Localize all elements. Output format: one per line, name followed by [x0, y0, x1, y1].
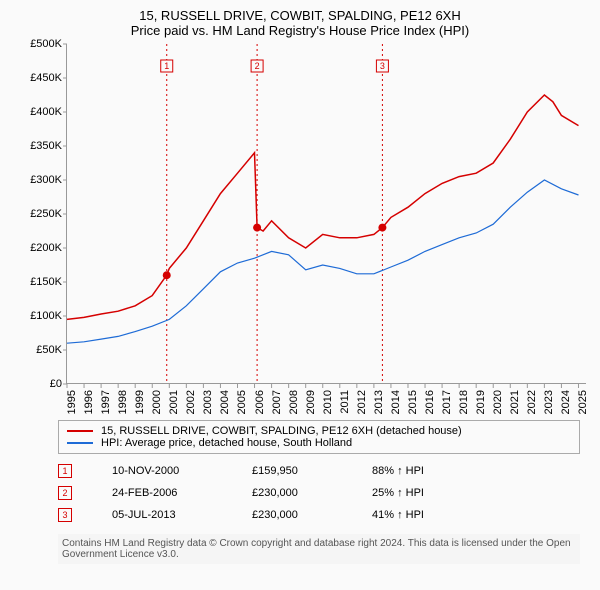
y-tick-label: £350K	[30, 140, 62, 152]
y-tick-label: £400K	[30, 106, 62, 118]
x-tick-label: 2021	[509, 390, 521, 414]
transaction-row: 2 24-FEB-2006 £230,000 25% ↑ HPI	[58, 482, 580, 504]
chart-plot: 1 2 3	[66, 44, 586, 384]
transaction-date: 05-JUL-2013	[112, 509, 212, 521]
x-tick-label: 2014	[390, 390, 402, 414]
transaction-date: 10-NOV-2000	[112, 465, 212, 477]
y-tick-label: £50K	[36, 344, 62, 356]
x-tick-label: 2024	[560, 390, 572, 414]
x-tick-label: 2004	[219, 390, 231, 414]
y-tick-label: £450K	[30, 72, 62, 84]
title-line-2: Price paid vs. HM Land Registry's House …	[10, 23, 590, 38]
transaction-row: 3 05-JUL-2013 £230,000 41% ↑ HPI	[58, 504, 580, 526]
y-tick-label: £500K	[30, 38, 62, 50]
x-tick-label: 2023	[543, 390, 555, 414]
x-tick-label: 2012	[356, 390, 368, 414]
y-tick-label: £0	[50, 378, 62, 390]
x-axis: 1995 1996 1997 1998 1999 2000 2001 2002 2003 2004…	[66, 388, 586, 428]
x-tick-label: 2022	[526, 390, 538, 414]
y-tick-label: £300K	[30, 174, 62, 186]
x-tick-label: 2017	[441, 390, 453, 414]
y-tick-label: £250K	[30, 208, 62, 220]
x-tick-label: 1998	[117, 390, 129, 414]
x-tick-label: 2018	[458, 390, 470, 414]
transaction-id-badge: 3	[58, 508, 72, 522]
footer-licence: Contains HM Land Registry data © Crown c…	[58, 534, 580, 564]
chart-area: £0 £50K £100K £150K £200K £250K £300K £350K £400…	[28, 44, 588, 414]
transaction-table: 1 10-NOV-2000 £159,950 88% ↑ HPI 2 24-FEB-200…	[58, 460, 580, 526]
transaction-id-badge: 1	[58, 464, 72, 478]
x-tick-label: 2015	[407, 390, 419, 414]
transaction-hpi-delta: 41% ↑ HPI	[372, 509, 424, 521]
x-tick-label: 2013	[373, 390, 385, 414]
series-price_paid	[67, 95, 579, 319]
legend-item: HPI: Average price, detached house, Sout…	[67, 437, 571, 449]
transaction-id-badge: 2	[58, 486, 72, 500]
x-tick-label: 2003	[202, 390, 214, 414]
transaction-hpi-delta: 88% ↑ HPI	[372, 465, 424, 477]
x-tick-label: 2011	[339, 390, 351, 414]
title-line-1: 15, RUSSELL DRIVE, COWBIT, SPALDING, PE1…	[10, 8, 590, 23]
transaction-marker-id: 3	[380, 61, 385, 71]
chart-container: 15, RUSSELL DRIVE, COWBIT, SPALDING, PE1…	[0, 0, 600, 590]
transaction-price: £230,000	[252, 487, 332, 499]
x-tick-label: 2007	[271, 390, 283, 414]
x-tick-label: 2001	[168, 390, 180, 414]
x-tick-label: 2010	[322, 390, 334, 414]
transaction-marker-id: 2	[255, 61, 260, 71]
y-tick-label: £150K	[30, 276, 62, 288]
x-tick-label: 1995	[66, 390, 78, 414]
x-tick-label: 2000	[151, 390, 163, 414]
transaction-point	[163, 271, 171, 279]
x-tick-label: 2002	[185, 390, 197, 414]
transaction-date: 24-FEB-2006	[112, 487, 212, 499]
x-tick-label: 2005	[236, 390, 248, 414]
x-tick-label: 2006	[254, 390, 266, 414]
x-tick-label: 1997	[100, 390, 112, 414]
x-tick-label: 2009	[305, 390, 317, 414]
chart-svg: 1 2 3	[67, 44, 587, 384]
transaction-hpi-delta: 25% ↑ HPI	[372, 487, 424, 499]
transaction-price: £230,000	[252, 509, 332, 521]
transaction-point	[378, 224, 386, 232]
y-tick-label: £200K	[30, 242, 62, 254]
x-tick-label: 2025	[577, 390, 589, 414]
x-tick-label: 2019	[475, 390, 487, 414]
transaction-point	[253, 224, 261, 232]
y-tick-label: £100K	[30, 310, 62, 322]
transaction-row: 1 10-NOV-2000 £159,950 88% ↑ HPI	[58, 460, 580, 482]
legend-swatch	[67, 442, 93, 444]
x-tick-label: 2020	[492, 390, 504, 414]
y-axis: £0£50K£100K£150K£200K£250K£300K£350K£400…	[12, 44, 62, 384]
x-tick-label: 1996	[83, 390, 95, 414]
x-tick-label: 2008	[288, 390, 300, 414]
legend-label: HPI: Average price, detached house, Sout…	[101, 437, 352, 449]
transaction-marker-id: 1	[164, 61, 169, 71]
transaction-price: £159,950	[252, 465, 332, 477]
x-tick-label: 1999	[134, 390, 146, 414]
legend-swatch	[67, 430, 93, 432]
series-hpi	[67, 180, 579, 343]
x-tick-label: 2016	[424, 390, 436, 414]
